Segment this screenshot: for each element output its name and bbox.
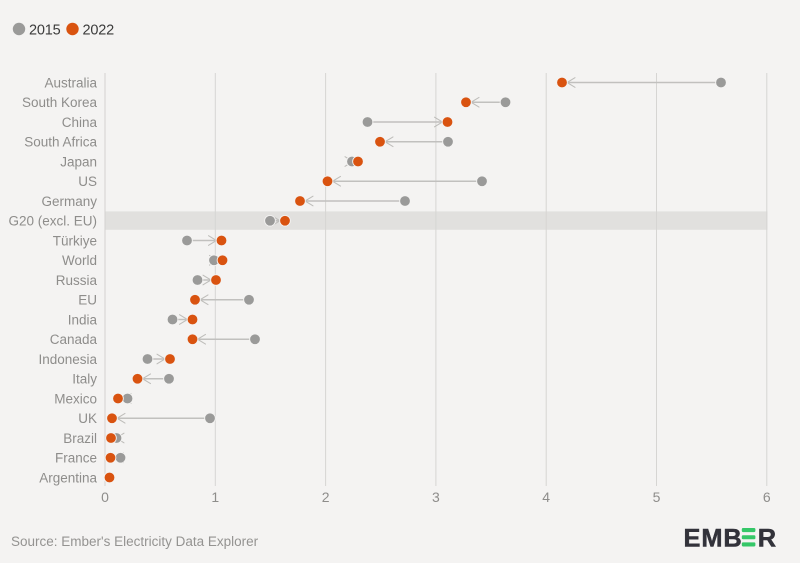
svg-text:0: 0: [101, 489, 109, 505]
svg-text:Argentina: Argentina: [39, 470, 97, 485]
svg-text:China: China: [62, 115, 98, 130]
svg-text:Brazil: Brazil: [63, 431, 97, 446]
svg-text:G20 (excl. EU): G20 (excl. EU): [8, 214, 97, 229]
svg-text:Canada: Canada: [50, 332, 98, 347]
svg-text:Australia: Australia: [44, 75, 97, 90]
svg-text:World: World: [62, 253, 97, 268]
svg-text:France: France: [55, 451, 97, 466]
svg-text:Indonesia: Indonesia: [38, 352, 97, 367]
svg-text:Italy: Italy: [72, 372, 97, 387]
svg-text:EU: EU: [78, 293, 97, 308]
svg-text:Russia: Russia: [56, 273, 98, 288]
svg-text:6: 6: [763, 489, 771, 505]
svg-text:Türkiye: Türkiye: [53, 233, 97, 248]
svg-text:2015: 2015: [29, 23, 61, 39]
svg-text:EMB: EMB: [684, 524, 743, 552]
svg-text:2: 2: [322, 489, 330, 505]
svg-text:US: US: [78, 174, 97, 189]
svg-text:5: 5: [653, 489, 661, 505]
svg-text:3: 3: [432, 489, 440, 505]
svg-text:1: 1: [211, 489, 219, 505]
svg-text:India: India: [68, 312, 98, 327]
svg-text:Source: Ember's Electricity Da: Source: Ember's Electricity Data Explore…: [11, 534, 259, 549]
svg-text:4: 4: [542, 489, 550, 505]
svg-text:South Africa: South Africa: [24, 135, 97, 150]
svg-text:Germany: Germany: [41, 194, 97, 209]
svg-text:2022: 2022: [83, 23, 115, 39]
svg-text:R: R: [758, 524, 776, 552]
svg-text:Japan: Japan: [60, 154, 97, 169]
svg-text:Mexico: Mexico: [54, 391, 97, 406]
svg-text:UK: UK: [78, 411, 97, 426]
svg-text:South Korea: South Korea: [22, 95, 98, 110]
